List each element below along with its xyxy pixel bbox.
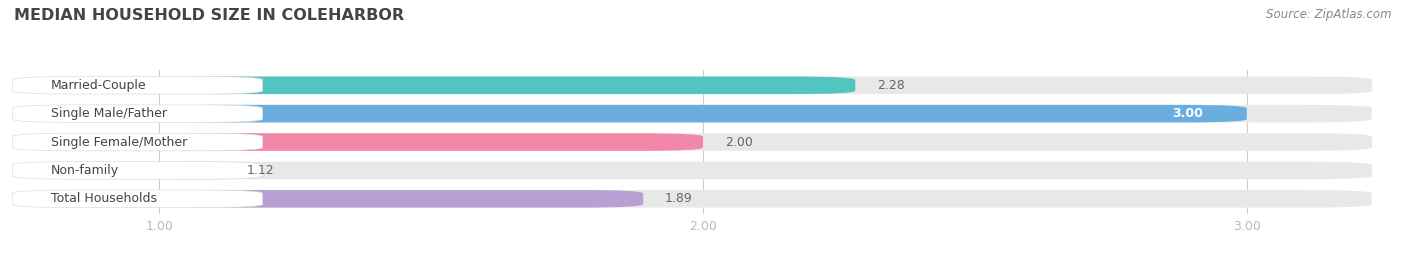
- FancyBboxPatch shape: [159, 76, 855, 94]
- Text: Married-Couple: Married-Couple: [51, 79, 146, 92]
- Text: 3.00: 3.00: [1173, 107, 1204, 120]
- FancyBboxPatch shape: [13, 105, 263, 122]
- FancyBboxPatch shape: [159, 76, 1372, 94]
- FancyBboxPatch shape: [13, 133, 263, 151]
- FancyBboxPatch shape: [159, 190, 1372, 208]
- FancyBboxPatch shape: [159, 162, 1372, 179]
- Text: MEDIAN HOUSEHOLD SIZE IN COLEHARBOR: MEDIAN HOUSEHOLD SIZE IN COLEHARBOR: [14, 8, 404, 23]
- FancyBboxPatch shape: [159, 133, 1372, 151]
- Text: Single Female/Mother: Single Female/Mother: [51, 136, 187, 148]
- Text: Non-family: Non-family: [51, 164, 118, 177]
- FancyBboxPatch shape: [13, 76, 263, 94]
- Text: Total Households: Total Households: [51, 192, 156, 205]
- FancyBboxPatch shape: [159, 133, 703, 151]
- FancyBboxPatch shape: [159, 105, 1372, 122]
- Text: 1.89: 1.89: [665, 192, 693, 205]
- FancyBboxPatch shape: [13, 162, 263, 179]
- FancyBboxPatch shape: [159, 190, 643, 208]
- Text: Source: ZipAtlas.com: Source: ZipAtlas.com: [1267, 8, 1392, 21]
- FancyBboxPatch shape: [159, 162, 225, 179]
- Text: 1.12: 1.12: [246, 164, 274, 177]
- Text: 2.00: 2.00: [724, 136, 752, 148]
- Text: Single Male/Father: Single Male/Father: [51, 107, 166, 120]
- Text: 2.28: 2.28: [877, 79, 904, 92]
- FancyBboxPatch shape: [13, 190, 263, 208]
- FancyBboxPatch shape: [159, 105, 1247, 122]
